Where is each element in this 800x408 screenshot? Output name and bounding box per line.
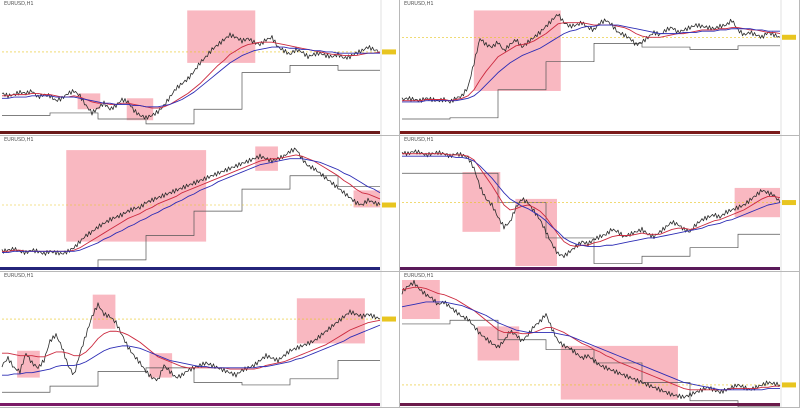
chart-svg xyxy=(401,0,796,135)
fast-ma-line xyxy=(402,24,780,103)
current-price-marker xyxy=(382,49,396,55)
step-line xyxy=(402,319,780,407)
chart-svg xyxy=(401,272,796,407)
fast-ma-line xyxy=(2,158,381,254)
fast-ma-line xyxy=(2,324,381,376)
chart-svg xyxy=(1,136,396,271)
price-line xyxy=(401,13,781,104)
chart-panel-2[interactable]: EURUSD,H1 xyxy=(400,0,800,136)
current-price-marker xyxy=(782,382,796,388)
highlight-zone xyxy=(296,298,365,344)
chart-panel-6[interactable]: EURUSD,H1 xyxy=(400,272,800,408)
chart-svg xyxy=(401,136,796,271)
highlight-zone xyxy=(92,294,116,329)
highlight-zone xyxy=(477,326,520,361)
current-price-marker xyxy=(382,316,396,322)
highlight-zone xyxy=(473,10,561,91)
slow-ma-line xyxy=(402,22,781,102)
price-line xyxy=(1,302,381,382)
highlight-zone xyxy=(462,172,501,232)
chart-svg xyxy=(1,272,396,407)
step-line xyxy=(402,172,780,264)
panel-title: EURUSD,H1 xyxy=(4,273,34,279)
panel-title: EURUSD,H1 xyxy=(404,137,434,143)
panel-bottom-strip xyxy=(400,267,780,270)
highlight-zone xyxy=(126,98,154,121)
price-line xyxy=(401,149,781,259)
panel-title: EURUSD,H1 xyxy=(404,273,434,279)
slow-ma-line xyxy=(2,319,381,370)
panel-bottom-strip xyxy=(0,131,380,134)
fast-ma-line xyxy=(402,155,781,247)
highlight-zone xyxy=(187,10,256,63)
highlight-zone xyxy=(77,93,101,110)
chart-panel-4[interactable]: EURUSD,H1 xyxy=(400,136,800,272)
chart-panel-3[interactable]: EURUSD,H1 xyxy=(0,136,400,272)
price-line xyxy=(401,279,781,400)
fast-ma-line xyxy=(401,301,780,391)
slow-ma-line xyxy=(402,153,781,247)
slow-ma-line xyxy=(401,286,780,391)
current-price-marker xyxy=(782,200,796,206)
current-price-marker xyxy=(782,34,796,40)
panel-title: EURUSD,H1 xyxy=(4,1,34,7)
panel-title: EURUSD,H1 xyxy=(4,137,34,143)
panel-title: EURUSD,H1 xyxy=(404,1,434,7)
current-price-marker xyxy=(382,202,396,208)
step-line xyxy=(2,64,380,125)
panel-bottom-strip xyxy=(0,403,380,406)
chart-panel-1[interactable]: EURUSD,H1 xyxy=(0,0,400,136)
fast-ma-line xyxy=(2,46,380,108)
panel-bottom-strip xyxy=(400,131,780,134)
panel-bottom-strip xyxy=(400,403,780,406)
highlight-zone xyxy=(402,280,440,320)
highlight-zone xyxy=(17,350,40,378)
highlight-zone xyxy=(515,198,557,266)
highlight-zone xyxy=(66,150,207,242)
panel-bottom-strip xyxy=(0,267,380,270)
chart-panel-5[interactable]: EURUSD,H1 xyxy=(0,272,400,408)
step-line xyxy=(402,43,780,120)
chart-svg xyxy=(1,0,396,135)
step-line xyxy=(2,360,380,393)
